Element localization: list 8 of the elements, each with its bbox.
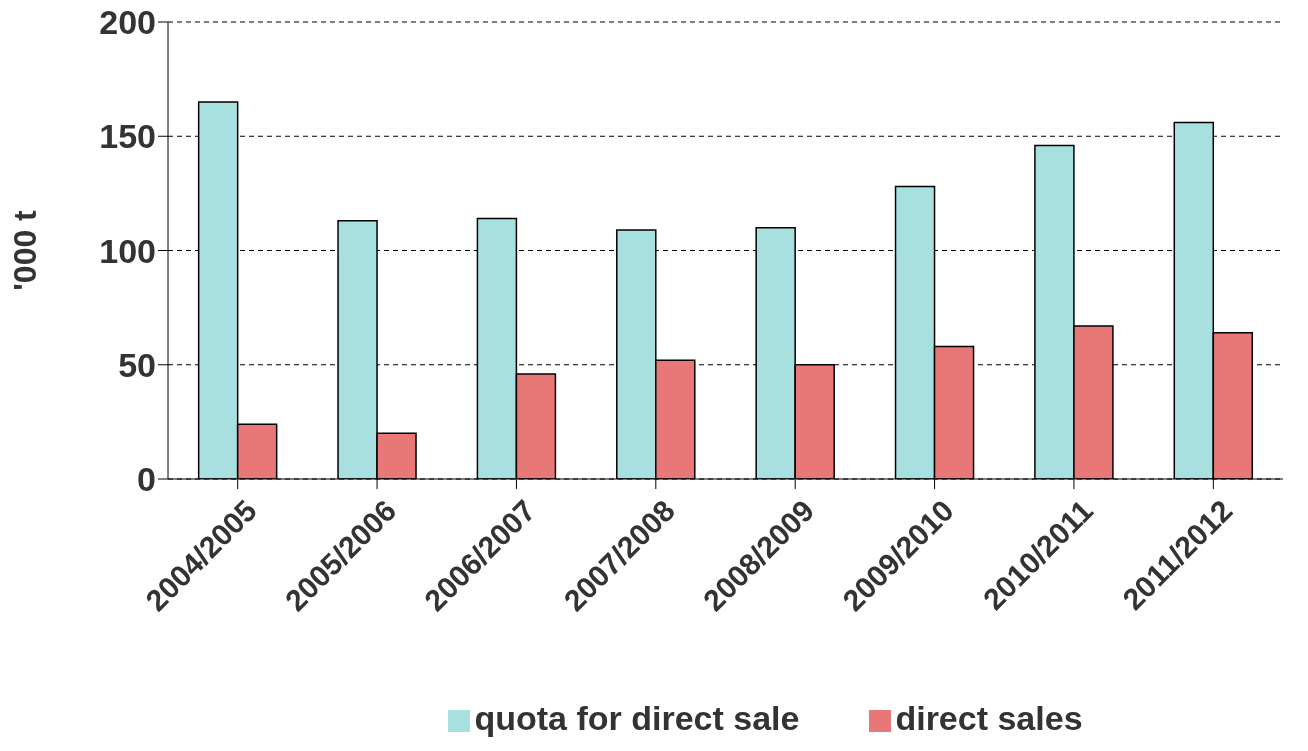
y-tick-label: 50 [118,345,156,384]
y-tick-label: 100 [99,231,156,270]
y-tick-label: 200 [99,3,156,42]
y-tick-label: 150 [99,117,156,156]
legend-label: direct sales [895,699,1083,737]
y-tick-label: 0 [137,460,156,499]
y-axis-title: '000 t [7,209,44,291]
legend-label: quota for direct sale [474,699,800,737]
